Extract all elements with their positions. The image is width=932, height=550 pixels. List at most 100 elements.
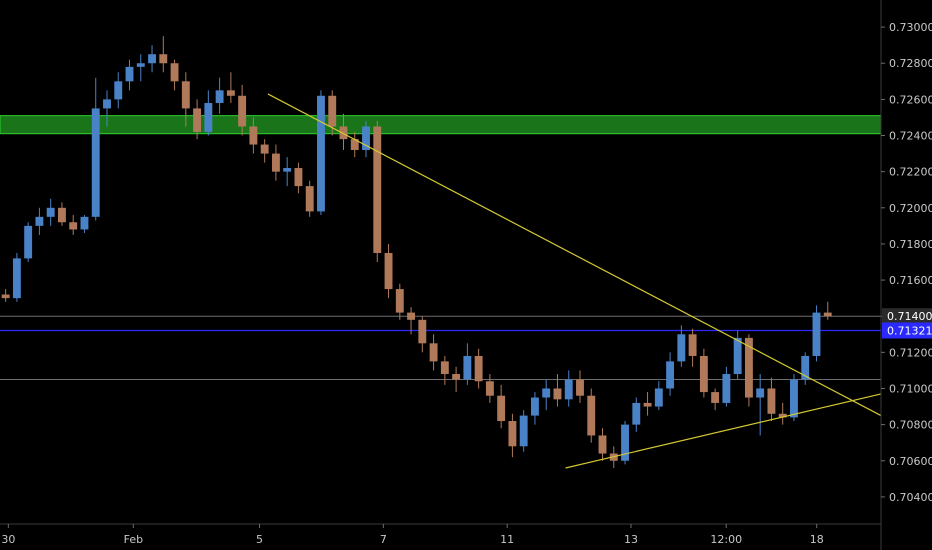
candle-body bbox=[294, 168, 303, 187]
candle-body bbox=[756, 388, 765, 398]
candle-body bbox=[801, 355, 810, 380]
y-tick-label: 0.72200 bbox=[889, 166, 932, 179]
candle-body bbox=[57, 207, 66, 223]
candle-body bbox=[654, 388, 663, 407]
x-tick-label: 30 bbox=[1, 533, 15, 546]
candle-body bbox=[24, 225, 33, 259]
candle-body bbox=[812, 312, 821, 356]
candles-layer bbox=[1, 36, 832, 468]
candle-body bbox=[159, 54, 168, 64]
candle-body bbox=[238, 95, 247, 127]
candle-body bbox=[485, 381, 494, 396]
candle-body bbox=[418, 319, 427, 344]
candle-body bbox=[170, 63, 179, 82]
candle-body bbox=[621, 424, 629, 461]
horizontal-lines-layer bbox=[0, 315, 881, 380]
candle-body bbox=[283, 168, 292, 172]
candle-body bbox=[564, 379, 573, 400]
candle-body bbox=[148, 54, 156, 64]
candle-body bbox=[463, 355, 472, 380]
candle-body bbox=[677, 334, 686, 362]
y-tick-label: 0.72600 bbox=[889, 93, 932, 106]
candle-body bbox=[193, 108, 202, 132]
candle-body bbox=[317, 95, 325, 212]
candle-body bbox=[249, 126, 258, 145]
x-tick-label: 5 bbox=[256, 533, 263, 546]
candle-body bbox=[12, 258, 21, 299]
candle-body bbox=[181, 81, 190, 109]
candle-body bbox=[362, 126, 370, 150]
y-tick-label: 0.71000 bbox=[889, 382, 932, 395]
y-tick-label: 0.70800 bbox=[889, 419, 932, 432]
candle-body bbox=[711, 392, 720, 403]
candle-body bbox=[440, 361, 449, 375]
candle-body bbox=[823, 312, 832, 317]
x-tick-label: 13 bbox=[624, 533, 638, 546]
candle-body bbox=[373, 126, 382, 253]
candle-body bbox=[260, 144, 269, 154]
candle-body bbox=[508, 421, 517, 447]
candle-body bbox=[215, 90, 224, 103]
candle-body bbox=[46, 207, 55, 217]
current-price-text: 0.71400 bbox=[887, 310, 932, 323]
candle-body bbox=[778, 413, 787, 418]
candle-body bbox=[643, 402, 652, 407]
candle-body bbox=[204, 102, 213, 132]
candle-body bbox=[91, 108, 100, 217]
y-tick-label: 0.71200 bbox=[889, 346, 932, 359]
candle-body bbox=[429, 343, 438, 362]
x-tick-label: 18 bbox=[810, 533, 824, 546]
x-tick-label: 11 bbox=[500, 533, 514, 546]
candle-body bbox=[530, 397, 539, 416]
candle-body bbox=[744, 337, 753, 398]
candle-body bbox=[125, 66, 134, 82]
candle-body bbox=[452, 374, 461, 380]
candle-body bbox=[598, 435, 607, 454]
resistance-zone bbox=[0, 115, 882, 135]
candle-body bbox=[407, 312, 415, 320]
candle-body bbox=[519, 415, 528, 447]
candle-body bbox=[350, 139, 359, 150]
candle-body bbox=[767, 388, 776, 414]
y-tick-label: 0.72800 bbox=[889, 57, 932, 70]
candle-body bbox=[790, 379, 798, 418]
candle-body bbox=[136, 63, 145, 67]
y-tick-label: 0.71600 bbox=[889, 274, 932, 287]
candle-body bbox=[226, 90, 235, 96]
y-tick-label: 0.73000 bbox=[889, 21, 932, 34]
candle-body bbox=[722, 374, 731, 403]
candle-body bbox=[474, 355, 483, 382]
candle-body bbox=[339, 126, 348, 140]
candle-body bbox=[587, 395, 596, 436]
candle-body bbox=[103, 99, 111, 109]
descending-trendline[interactable] bbox=[267, 93, 882, 417]
candle-body bbox=[35, 216, 44, 226]
blue-line-price-tag bbox=[882, 322, 932, 339]
y-tick-label: 0.70400 bbox=[889, 491, 932, 504]
candle-body bbox=[699, 355, 708, 393]
y-tick-label: 0.71800 bbox=[889, 238, 932, 251]
x-tick-label: Feb bbox=[124, 533, 143, 546]
ascending-trendline[interactable] bbox=[565, 393, 882, 469]
candle-body bbox=[497, 395, 506, 422]
candle-body bbox=[666, 361, 675, 389]
candle-body bbox=[69, 222, 78, 230]
y-tick-label: 0.72400 bbox=[889, 130, 932, 143]
candle-body bbox=[328, 95, 337, 127]
candle-body bbox=[553, 388, 562, 400]
candle-body bbox=[305, 186, 314, 212]
candle-body bbox=[384, 252, 393, 290]
time-axis[interactable]: 30 Feb 5 7 11 13 12:00 18 bbox=[1, 524, 824, 546]
candle-body bbox=[576, 379, 584, 396]
candle-body bbox=[632, 402, 641, 425]
y-tick-label: 0.70600 bbox=[889, 455, 932, 468]
resistance-zone-layer bbox=[0, 115, 882, 135]
candle-body bbox=[395, 289, 404, 313]
candle-body bbox=[271, 153, 280, 172]
trendlines-layer bbox=[267, 93, 882, 469]
candle-body bbox=[80, 216, 89, 230]
current-price-tag bbox=[882, 308, 932, 325]
